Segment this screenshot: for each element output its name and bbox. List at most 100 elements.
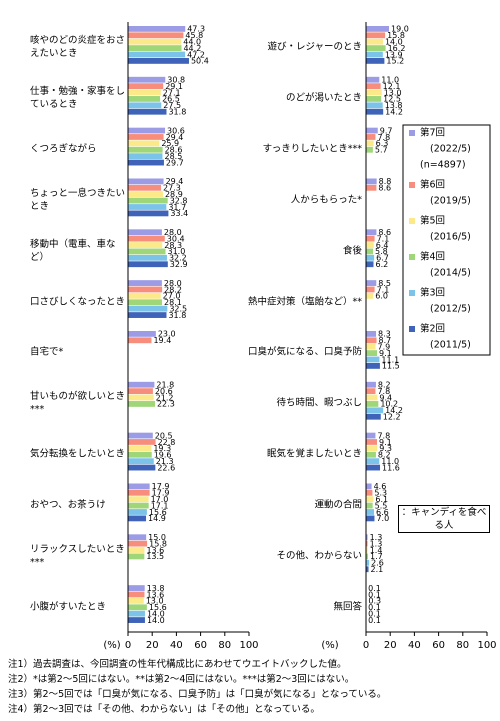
bar <box>128 305 168 312</box>
value-label: 14.2 <box>385 406 403 415</box>
bar <box>128 134 164 140</box>
bar <box>128 254 167 261</box>
value-label: 9.4 <box>379 393 392 402</box>
value-label: 8.7 <box>379 336 392 345</box>
bar <box>128 547 145 553</box>
value-label: 27.5 <box>163 101 181 110</box>
value-label: 32.9 <box>170 260 188 269</box>
bar <box>128 153 163 160</box>
x-tick-label: 40 <box>408 640 421 651</box>
bar <box>128 610 145 617</box>
legend-label: 第4回 <box>420 251 445 263</box>
value-label: 30.8 <box>167 76 185 85</box>
bar <box>366 489 373 496</box>
x-tick-label: 20 <box>384 640 397 651</box>
annotation: ：キャンディを食べる人 <box>398 505 490 533</box>
value-label: 7.8 <box>377 387 390 396</box>
value-label: 11.5 <box>382 362 400 371</box>
bar <box>366 458 380 465</box>
value-label: 15.2 <box>386 57 404 66</box>
category-label: くつろぎながら <box>30 143 97 155</box>
bar <box>366 229 377 236</box>
bar <box>366 38 383 45</box>
bar <box>366 76 380 83</box>
value-label: 47.3 <box>187 25 205 34</box>
value-label: 30.6 <box>167 126 185 135</box>
legend-swatch <box>409 218 415 224</box>
value-label: 29.7 <box>166 158 184 167</box>
value-label: 47.2 <box>187 50 205 59</box>
value-label: 23.0 <box>158 330 176 339</box>
bar <box>128 464 156 471</box>
value-label: 7.1 <box>377 285 390 294</box>
value-label: 6.2 <box>376 260 389 269</box>
x-tick-label: 100 <box>477 640 496 651</box>
value-label: 14.9 <box>148 514 166 523</box>
legend-label: 第3回 <box>420 287 445 299</box>
x-tick-label: 0 <box>125 640 131 651</box>
bar <box>128 337 152 344</box>
value-label: 8.2 <box>378 381 391 390</box>
bar <box>128 534 147 541</box>
value-label: 7.8 <box>377 431 390 440</box>
value-label: 0.3 <box>368 597 381 606</box>
category-label: 遊び・レジャーのとき <box>267 41 362 53</box>
legend-n: (n=4897) <box>420 160 466 171</box>
category-label: 口さびしくなったとき <box>30 296 126 308</box>
bar <box>366 58 385 64</box>
value-label: 6.6 <box>376 508 389 517</box>
bar <box>366 286 375 293</box>
bar <box>128 597 144 604</box>
bar <box>128 585 145 591</box>
bar <box>128 312 167 318</box>
value-label: 19.6 <box>154 451 172 460</box>
value-label: 9.1 <box>379 438 392 447</box>
value-label: 15.8 <box>149 539 167 548</box>
value-label: 12.5 <box>383 95 401 104</box>
value-label: 28.3 <box>164 241 182 250</box>
value-label: 13.5 <box>146 552 164 561</box>
value-label: 29.4 <box>166 133 184 142</box>
value-label: 4.6 <box>374 482 387 491</box>
value-label: 20.6 <box>155 387 173 396</box>
value-label: 16.2 <box>388 44 406 53</box>
legend-label: 第6回 <box>420 179 445 191</box>
bar <box>128 280 162 286</box>
value-label: 11.6 <box>382 463 400 472</box>
x-tick-label: 20 <box>146 640 159 651</box>
category-label: 移動中（電車、車など） <box>30 238 116 263</box>
value-label: 8.6 <box>378 184 391 193</box>
value-label: 28.5 <box>164 152 182 161</box>
legend-period: (2019/5) <box>430 196 471 207</box>
footnote: 注4）第2～3回では「その他、わからない」は「その他」となっている。 <box>8 704 320 715</box>
bar <box>366 96 382 102</box>
value-label: 15.0 <box>148 533 166 542</box>
value-label: 27.1 <box>163 88 181 97</box>
value-label: 12.1 <box>383 82 401 91</box>
value-label: 21.3 <box>156 457 174 466</box>
axis-unit: (%) <box>103 640 120 651</box>
bar <box>128 489 150 496</box>
value-label: 5.8 <box>375 247 388 256</box>
bar <box>128 197 168 204</box>
value-label: 9.7 <box>380 126 393 135</box>
bar <box>366 140 374 147</box>
bar <box>128 299 163 306</box>
legend-period: (2014/5) <box>430 268 471 279</box>
value-label: 28.1 <box>164 298 182 307</box>
bar <box>128 51 186 58</box>
value-label: 2.1 <box>371 565 384 574</box>
bar <box>366 248 374 255</box>
value-label: 32.5 <box>169 304 187 313</box>
bar <box>366 413 381 420</box>
legend-period: (2022/5) <box>430 144 471 155</box>
bar <box>366 509 374 515</box>
value-label: 19.0 <box>391 25 409 34</box>
value-label: 45.8 <box>185 31 203 40</box>
value-label: 15.8 <box>387 31 405 40</box>
value-label: 0.1 <box>368 616 381 625</box>
bar <box>366 254 375 261</box>
footnote: 注1）過去調査は、今回調査の性年代構成比にあわせてウエイトバックした値。 <box>8 659 347 670</box>
value-label: 44.0 <box>183 38 201 47</box>
bar <box>128 102 162 109</box>
